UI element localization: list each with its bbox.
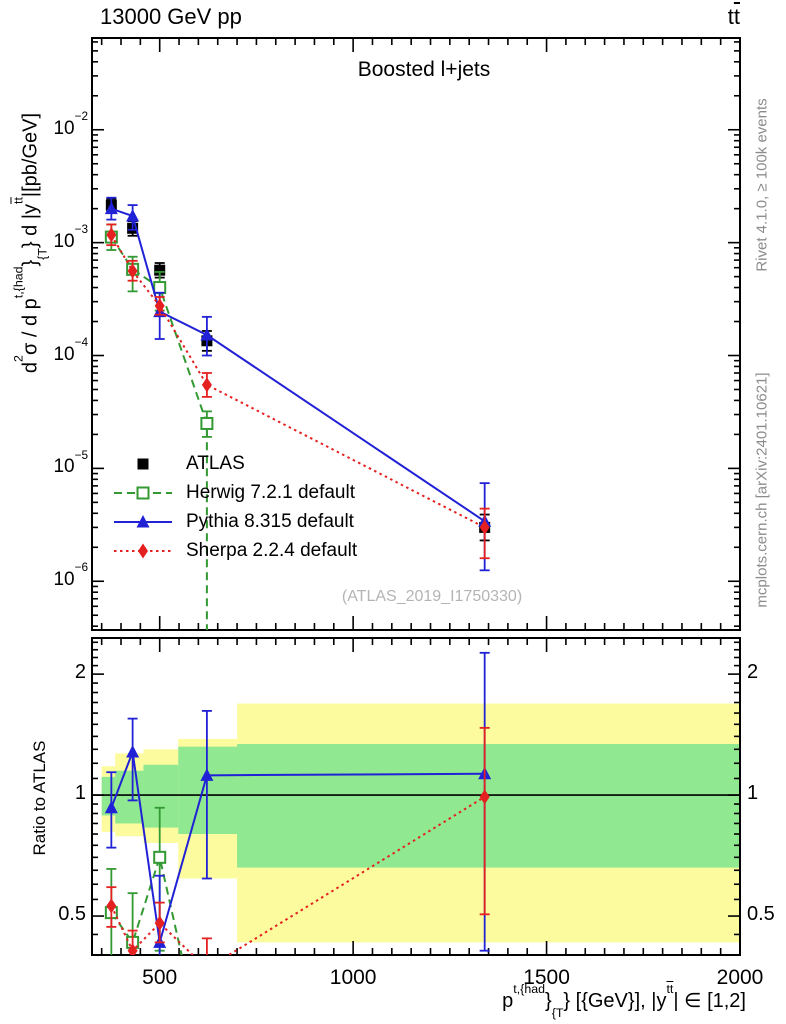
panel-frame [91,37,741,631]
green-band [237,744,740,868]
legend-entry-atlas: ATLAS [112,449,357,478]
legend-marker [137,458,149,469]
legend-entry-herwig: Herwig 7.2.1 default [112,478,357,507]
data-point-diamond [106,227,117,243]
legend-label: Pythia 8.315 default [186,510,354,532]
x-axis-label: pt,{had}{T} [{GeV}], |ytt| ∈ [1,2] [502,981,746,1020]
data-point-diamond [479,519,490,535]
beam-title: 13000 GeV pp [100,4,242,29]
data-point-diamond [154,298,165,314]
legend-marker [114,486,172,499]
data-point-diamond [127,263,138,279]
legend: ATLAS Herwig 7.2.1 default Pythia 8.315 de… [112,449,357,565]
legend-label: ATLAS [186,452,245,474]
ratio-y-tick-label-right: 1 [747,782,759,805]
data-point-square [154,264,166,276]
series-sherpa [106,223,490,560]
data-point-open-square [136,486,150,499]
data-point-open-square [153,281,167,295]
process-title: tt [727,4,740,29]
legend-label: Herwig 7.2.1 default [186,481,355,503]
data-point-open-square [200,416,214,430]
data-point-diamond [202,961,212,976]
x-tick-label: 1500 [523,966,570,989]
ratio-y-tick-label-left: 1 [74,782,86,805]
x-tick-label: 500 [142,966,178,989]
data-point-triangle [126,209,140,222]
data-point-diamond [154,915,165,931]
data-point-triangle [104,201,118,215]
main-y-tick-label: 10−4 [53,335,88,365]
analysis-watermark: (ATLAS_2019_I1750330) [341,588,523,605]
ratio-y-tick-label-left: 2 [74,661,86,684]
ratio-y-tick-label-right: 2 [747,661,759,684]
mcplots-credit: mcplots.cern.ch [arXiv:2401.10621] [753,372,771,608]
axes [91,37,741,956]
green-band [143,764,179,828]
data-point-triangle [200,768,214,781]
main-y-tick-label: 10−6 [53,561,88,591]
main-y-tick-label: 10−2 [53,109,88,139]
data-point-diamond [201,377,212,393]
main-y-tick-label: 10−5 [53,448,88,478]
data-point-diamond [138,543,148,558]
series-herwig [104,223,214,630]
uncertainty-bands [101,703,740,943]
data-point-triangle [104,800,118,814]
ratio-y-tick-label-right: 0.5 [747,903,775,926]
data-point-triangle [136,514,150,527]
data-point-open-square [153,850,167,864]
x-tick-label: 2000 [716,966,764,989]
legend-label: Sherpa 2.2.4 default [186,539,358,561]
x-tick-label: 1000 [329,966,377,989]
legend-entry-sherpa: Sherpa 2.2.4 default [112,536,357,565]
data-point-triangle [126,745,140,758]
main-y-tick-label: 10−3 [53,222,88,252]
ratio-y-tick-label-left: 0.5 [58,903,86,926]
data-point-diamond [106,898,117,914]
data-point-diamond [127,943,138,955]
legend-marker [114,514,172,527]
series-sherpa [106,726,490,976]
legend-marker [114,543,172,558]
rivet-credit: Rivet 4.1.0, ≥ 100k events [753,98,771,272]
data-point-triangle [200,327,214,341]
legend-entry-pythia: Pythia 8.315 default [112,507,357,536]
panel-title: Boosted l+jets [357,58,491,81]
data-point-diamond [479,789,490,805]
panel-frame [91,637,741,956]
data-point-square [137,458,149,469]
